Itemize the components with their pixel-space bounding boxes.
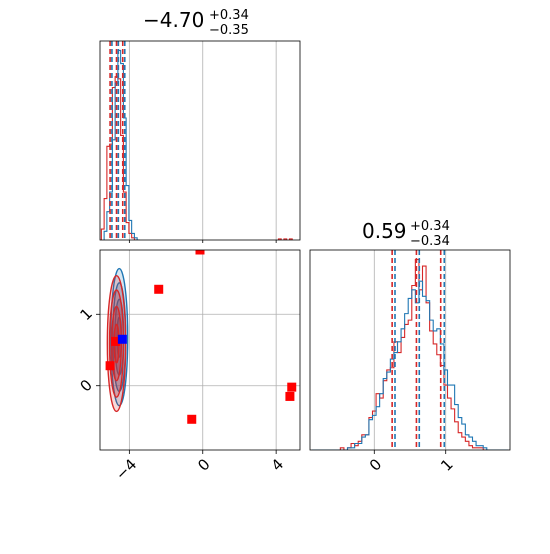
hist-group-1	[311, 258, 509, 450]
scatter-marker-red	[105, 361, 115, 371]
param1-title: −4.70 +0.34 −0.35	[143, 8, 249, 37]
panel-frame-h2	[309, 249, 511, 451]
hist2-xtick-label: 1	[437, 455, 456, 474]
scatter-ytick-label: 0	[77, 376, 96, 395]
scatter-marker-blue	[117, 334, 127, 344]
param2-minus: −0.34	[410, 234, 450, 249]
param1-minus: −0.35	[209, 23, 249, 38]
param1-median: −4.70	[143, 8, 205, 32]
param2-title: 0.59 +0.34 −0.34	[362, 219, 450, 248]
hist2-red-steps	[311, 258, 509, 450]
param2-plus: +0.34	[410, 219, 450, 234]
scatter-marker-red	[285, 391, 295, 401]
hist2-blue-steps	[311, 280, 509, 450]
hist2-xtick-label: 0	[366, 455, 385, 474]
hist-group-0	[100, 49, 293, 240]
scatter-marker-red	[287, 382, 297, 392]
scatter-marker-red	[187, 414, 197, 424]
scatter-ytick-label: 1	[77, 305, 96, 324]
scatter-xtick-label: 0	[194, 455, 213, 474]
hist1-red-steps	[100, 76, 293, 240]
param1-plus: +0.34	[209, 8, 249, 23]
param2-median: 0.59	[362, 219, 407, 243]
scatter-marker-red	[195, 250, 205, 255]
scatter-xtick-label: 4	[268, 455, 287, 474]
scatter-contour-group	[105, 250, 297, 424]
scatter-xtick-label: −4	[112, 455, 140, 483]
scatter-marker-red	[154, 284, 164, 294]
panel-frame-sc	[99, 249, 301, 451]
panel-frame-h1	[99, 40, 301, 241]
scatter-marker-red	[111, 336, 121, 346]
